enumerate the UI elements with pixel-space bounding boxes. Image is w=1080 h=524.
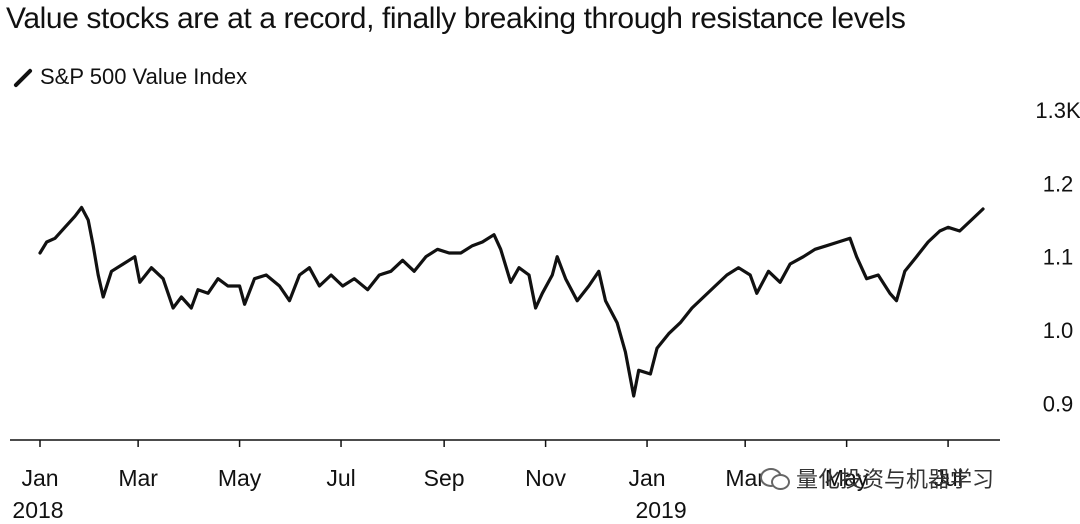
x-tick-label: Sep [424,465,465,491]
legend: S&P 500 Value Index [10,62,247,92]
wechat-icon [760,466,790,490]
legend-label: S&P 500 Value Index [40,64,248,89]
watermark-text: 量化投资与机器学习 [796,468,995,493]
y-tick-label: 0.9 [1043,391,1074,416]
y-tick-label: 1.1 [1043,245,1074,270]
chart-title: Value stocks are at a record, finally br… [6,2,906,35]
y-tick-label: 1.2 [1043,171,1074,196]
x-tick-label: Jul [326,465,355,491]
x-tick-label: Mar [118,465,158,491]
x-year-label: 2018 [12,497,63,523]
x-tick-label: Jan [21,465,58,491]
x-tick-label: Mar [725,465,765,491]
series-line [38,205,985,398]
y-tick-label: 1.3K [1035,98,1080,123]
x-tick-label: Jan [629,465,666,491]
x-year-label: 2019 [635,497,686,523]
watermark: 量化投资与机器学习 [760,462,994,494]
x-tick-label: May [825,465,869,491]
x-tick-label: Jul [933,465,962,491]
y-tick-label: 1.0 [1043,318,1074,343]
x-tick-label: Nov [525,465,566,491]
x-tick-label: May [218,465,262,491]
